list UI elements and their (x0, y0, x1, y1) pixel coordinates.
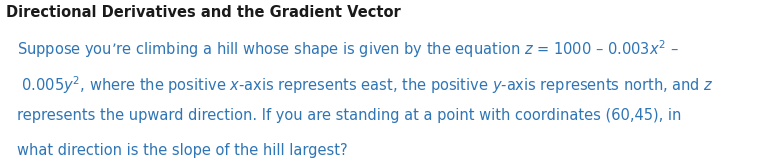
Text: what direction is the slope of the hill largest?: what direction is the slope of the hill … (17, 143, 348, 158)
Text: 0.005$y^2$, where the positive $x$-axis represents east, the positive $y$-axis r: 0.005$y^2$, where the positive $x$-axis … (17, 74, 713, 96)
Text: Suppose you’re climbing a hill whose shape is given by the equation $z$ = 1000 –: Suppose you’re climbing a hill whose sha… (17, 39, 679, 60)
Text: represents the upward direction. If you are standing at a point with coordinates: represents the upward direction. If you … (17, 108, 681, 123)
Text: Directional Derivatives and the Gradient Vector: Directional Derivatives and the Gradient… (6, 5, 401, 20)
